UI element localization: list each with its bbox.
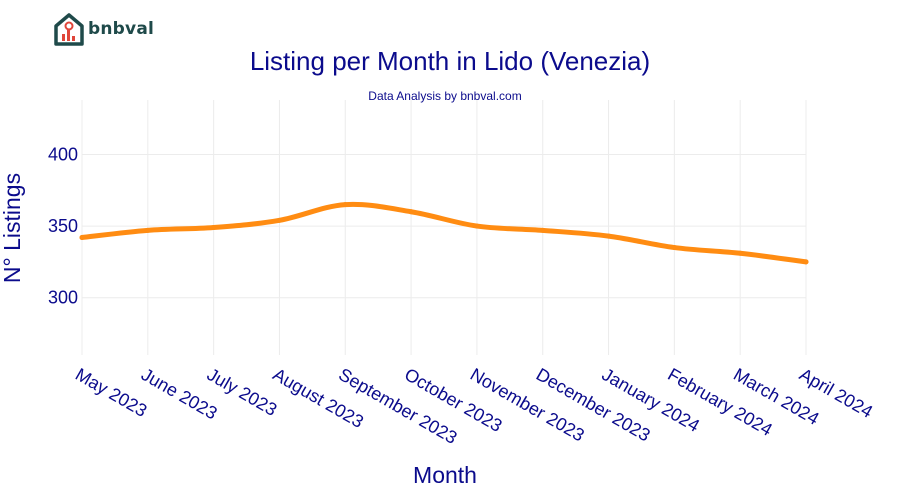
data-point — [737, 250, 743, 256]
house-chart-icon — [54, 13, 84, 46]
series-layer — [79, 201, 809, 265]
x-tick-label: May 2023 — [72, 364, 150, 421]
brand-name: bnbval — [88, 19, 155, 39]
data-point — [474, 223, 480, 229]
data-point — [211, 225, 217, 230]
data-point — [606, 233, 612, 239]
data-point — [145, 227, 151, 233]
x-tick-label: December 2023 — [533, 364, 654, 445]
data-point — [342, 202, 348, 208]
y-tick-label: 300 — [48, 288, 78, 308]
data-point — [803, 259, 809, 265]
x-tick-label: November 2023 — [467, 364, 588, 445]
chart-title: Listing per Month in Lido (Venezia) — [250, 46, 650, 76]
y-tick-label: 400 — [48, 144, 78, 164]
data-point — [79, 235, 85, 241]
data-point — [408, 209, 414, 215]
data-point — [276, 217, 282, 223]
data-point — [671, 245, 677, 251]
y-axis-ticks: 300 350 400 — [48, 144, 78, 307]
data-point — [540, 227, 546, 233]
chart-subtitle: Data Analysis by bnbval.com — [368, 89, 521, 103]
y-tick-label: 350 — [48, 216, 78, 236]
brand-logo: bnbval — [54, 12, 154, 46]
series-line-listings — [79, 201, 809, 265]
x-tick-label: September 2023 — [335, 364, 460, 448]
y-axis-title: N° Listings — [0, 173, 25, 283]
x-axis-title: Month — [413, 462, 477, 488]
